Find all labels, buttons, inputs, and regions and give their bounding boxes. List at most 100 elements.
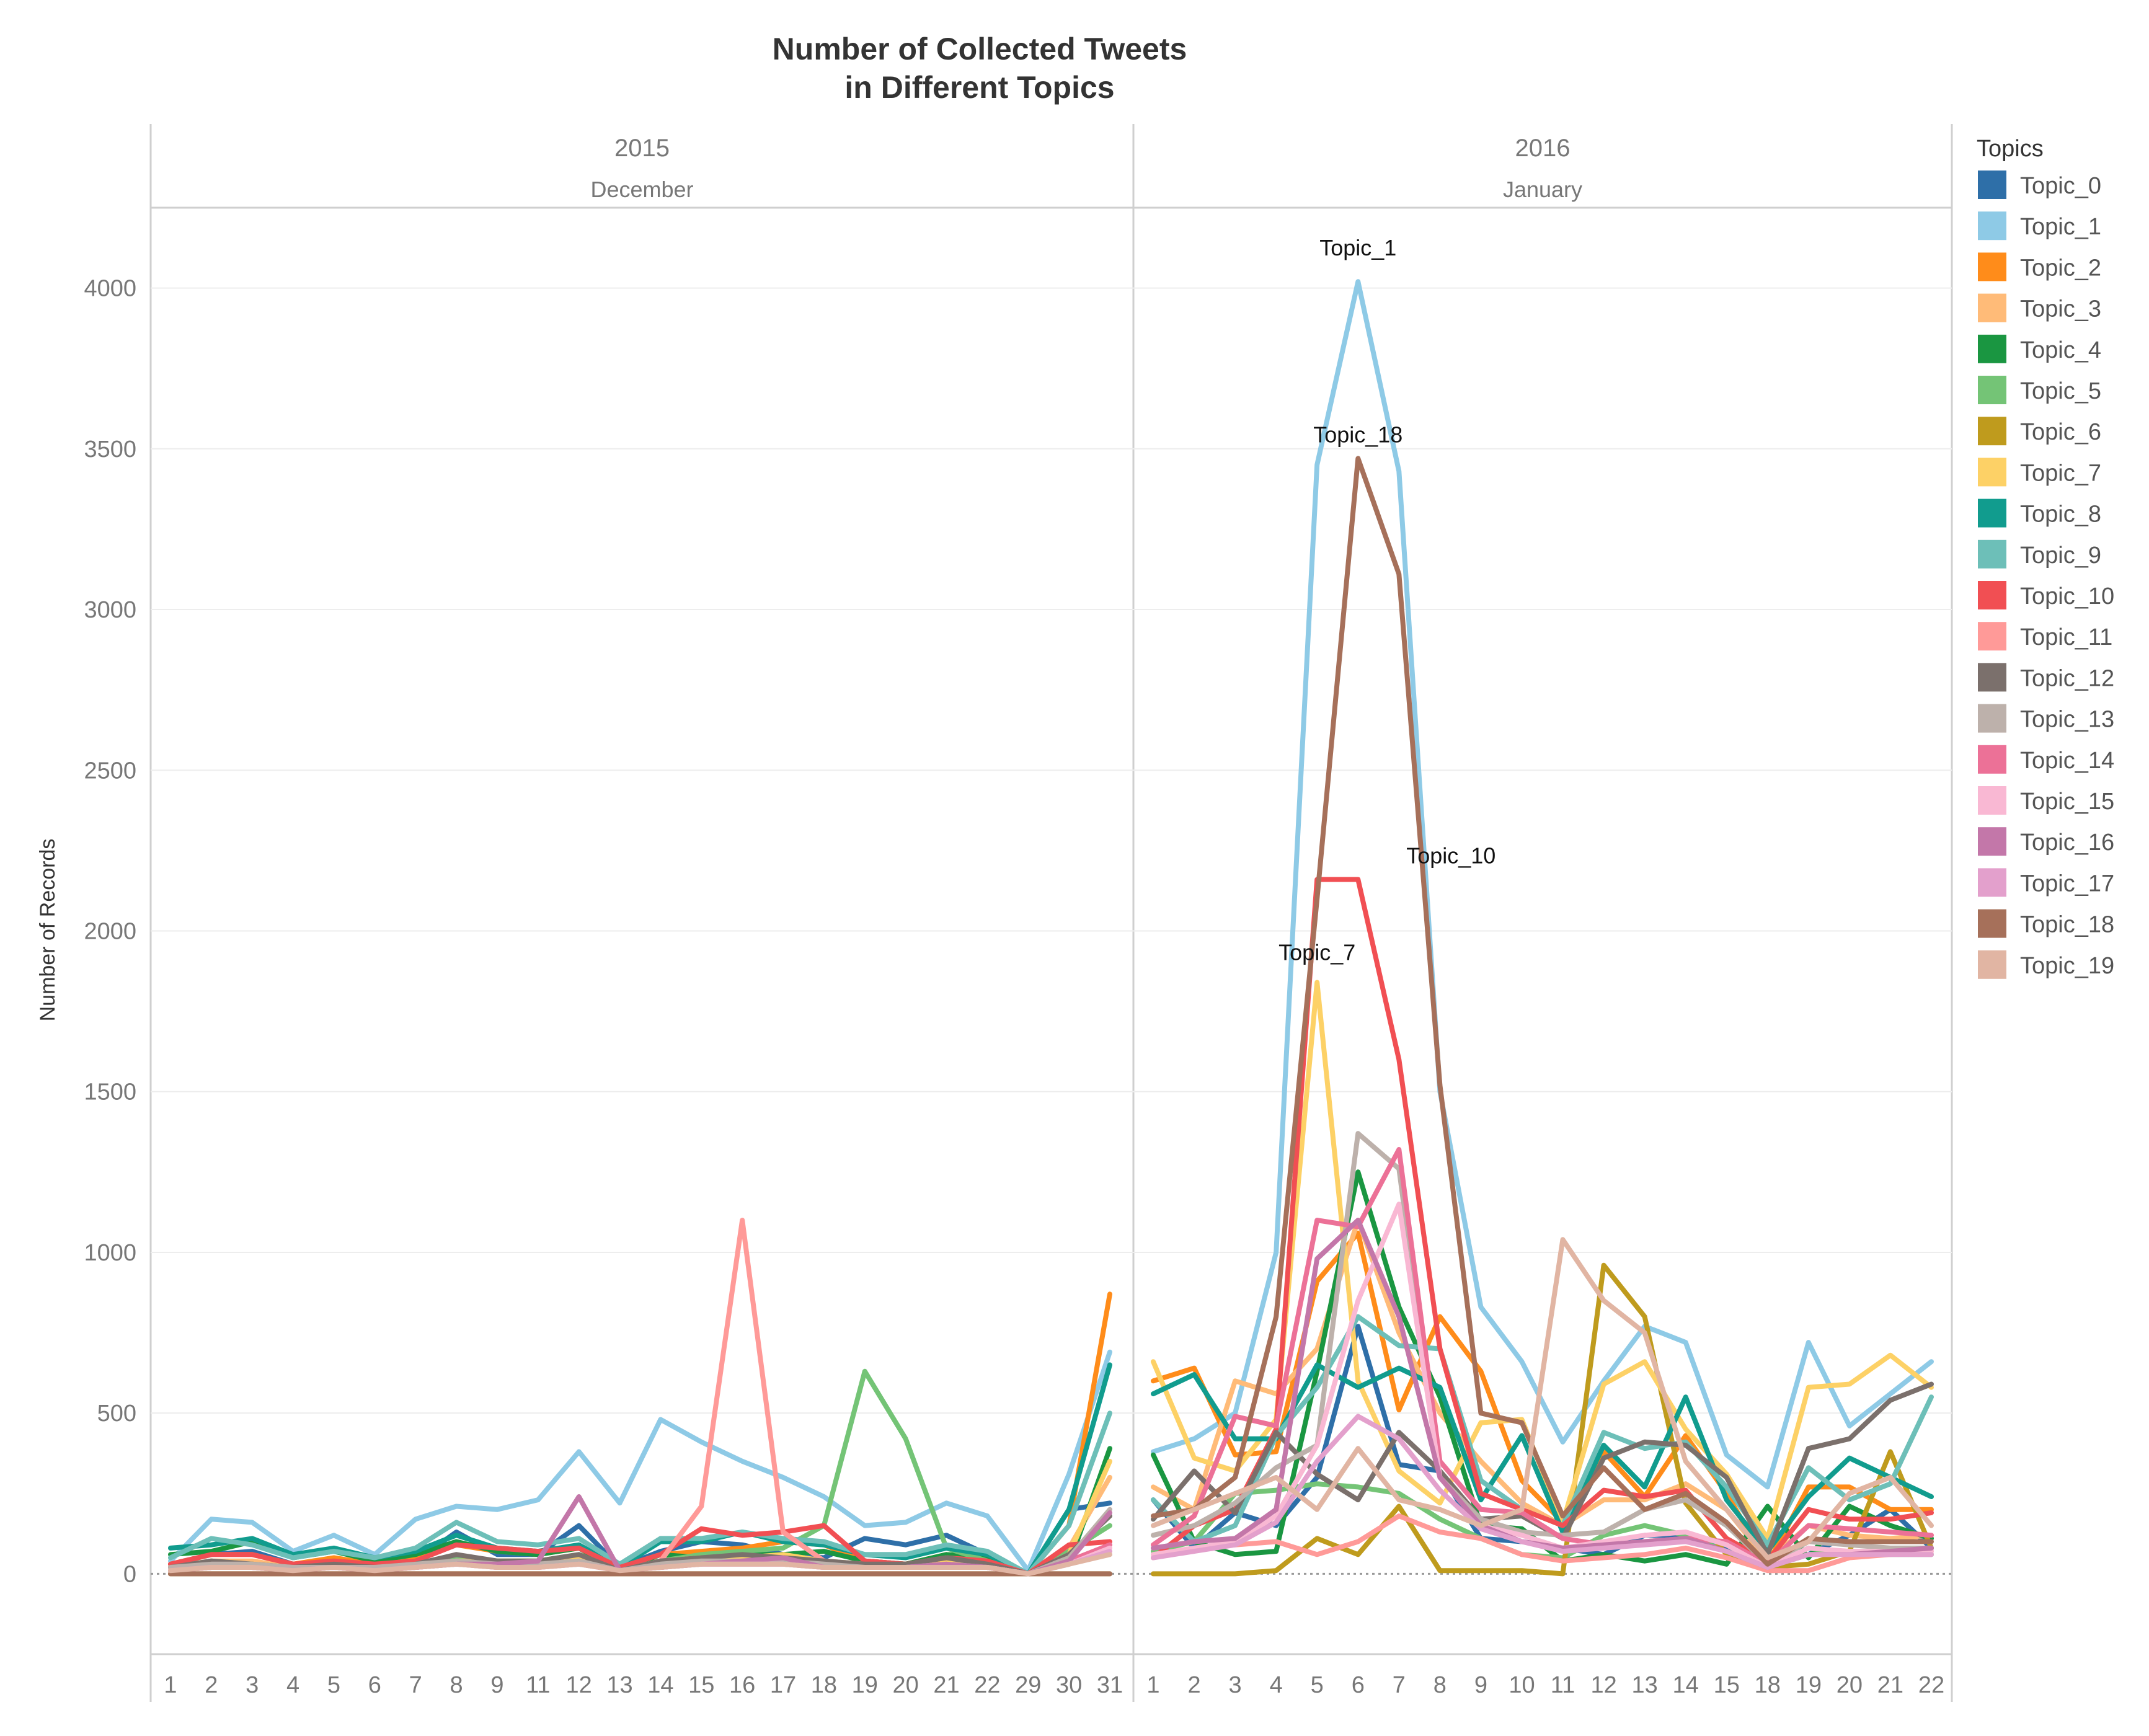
legend-item-topic-9[interactable]: Topic_9 [1978,539,2101,569]
legend-label: Topic_13 [2020,707,2114,733]
legend-swatch [1978,334,2006,363]
panel-headers: 2015 December 2016 January [590,135,1582,202]
legend-swatch [1978,827,2006,856]
legend-item-topic-1[interactable]: Topic_1 [1978,211,2101,241]
legend-swatch [1978,909,2006,938]
legend-item-topic-0[interactable]: Topic_0 [1978,170,2101,199]
legend-swatch [1978,170,2006,199]
legend-swatch [1978,663,2006,692]
x-tick-label: 2 [205,1672,218,1698]
x-tick-label: 4 [1270,1672,1283,1698]
x-tick-label: 4 [286,1672,299,1698]
series-line-topic-11-dec [168,1218,1112,1577]
x-tick-label: 9 [490,1672,503,1698]
x-tick-label: 31 [1097,1672,1123,1698]
legend-swatch [1978,211,2006,241]
legend[interactable]: Topics Topic_0 Topic_1 Topic_2 Topic_3 Topic_… [1977,136,2114,979]
series-line-topic-8-dec [168,1362,1112,1577]
x-tick-label: 20 [1837,1672,1863,1698]
x-tick-label: 15 [1714,1672,1740,1698]
y-tick-label: 2500 [84,758,136,784]
x-tick-label: 8 [450,1672,463,1698]
x-tick-label: 2 [1187,1672,1200,1698]
x-tick-label: 9 [1474,1672,1487,1698]
y-tick-label: 3500 [84,436,136,463]
series-line-topic-11-jan [1151,1513,1934,1574]
x-axis-ticks: 1 2 3 4 5 6 7 8 9 11 12 13 14 15 16 17 18 19 20 21 22 29 30 31 1… [164,1672,1944,1698]
annotation-topic-7: Topic_7 [1278,939,1355,965]
legend-swatch [1978,252,2006,281]
legend-swatch [1978,417,2006,446]
x-tick-label: 6 [368,1672,381,1698]
x-tick-label: 15 [688,1672,714,1698]
annotation-topic-10: Topic_10 [1406,843,1495,869]
series-line-topic-9-dec [168,1410,1112,1577]
legend-swatch [1978,745,2006,774]
x-tick-label: 20 [893,1672,919,1698]
legend-item-topic-7[interactable]: Topic_7 [1978,458,2101,487]
legend-label: Topic_8 [2020,502,2101,528]
y-axis-label: Number of Records [36,839,60,1022]
legend-item-topic-18[interactable]: Topic_18 [1978,909,2114,938]
chart-title-line-1: Number of Collected Tweets [773,32,1187,66]
legend-swatch [1978,950,2006,979]
legend-label: Topic_16 [2020,830,2114,856]
legend-item-topic-14[interactable]: Topic_14 [1978,745,2114,774]
legend-label: Topic_3 [2020,296,2101,322]
legend-item-topic-8[interactable]: Topic_8 [1978,498,2101,528]
legend-item-topic-10[interactable]: Topic_10 [1978,581,2114,609]
x-tick-label: 18 [1755,1672,1781,1698]
series-line-topic-19-dec [168,1552,1112,1577]
x-tick-label: 10 [1509,1672,1535,1698]
series-line-topic-1-jan [1151,279,1934,1490]
legend-item-topic-4[interactable]: Topic_4 [1978,334,2101,363]
y-tick-label: 4000 [84,276,136,302]
x-tick-label: 14 [647,1672,673,1698]
gridlines [151,287,1952,1575]
legend-item-topic-17[interactable]: Topic_17 [1978,868,2114,897]
chart-title-line-2: in Different Topics [844,70,1114,105]
x-tick-label: 7 [409,1672,422,1698]
legend-swatch [1978,704,2006,733]
x-tick-label: 11 [526,1672,550,1698]
legend-item-topic-16[interactable]: Topic_16 [1978,827,2114,856]
legend-label: Topic_18 [2020,912,2114,938]
legend-item-topic-19[interactable]: Topic_19 [1978,950,2114,979]
legend-item-topic-15[interactable]: Topic_15 [1978,786,2114,815]
annotations: Topic_1 Topic_18 Topic_10 Topic_7 [1278,235,1495,965]
x-tick-label: 16 [729,1672,755,1698]
x-tick-label: 21 [1877,1672,1903,1698]
x-tick-label: 18 [811,1672,837,1698]
legend-label: Topic_9 [2020,542,2101,569]
panel-year-2016: 2016 [1515,135,1571,162]
legend-item-topic-13[interactable]: Topic_13 [1978,704,2114,733]
series-line-topic-1-dec [168,1349,1112,1574]
legend-item-topic-5[interactable]: Topic_5 [1978,376,2101,404]
annotation-topic-1: Topic_1 [1319,235,1396,260]
legend-item-topic-3[interactable]: Topic_3 [1978,293,2101,322]
legend-swatch [1978,868,2006,897]
y-tick-label: 2000 [84,919,136,945]
legend-label: Topic_5 [2020,378,2101,404]
x-tick-label: 19 [852,1672,878,1698]
legend-label: Topic_10 [2020,583,2114,609]
y-tick-label: 500 [97,1401,136,1427]
legend-item-topic-6[interactable]: Topic_6 [1978,417,2101,446]
legend-swatch [1978,786,2006,815]
annotation-topic-18: Topic_18 [1313,422,1402,447]
x-tick-label: 8 [1433,1672,1447,1698]
legend-label: Topic_0 [2020,173,2101,199]
series-line-topic-15-jan [1151,1202,1934,1570]
legend-item-topic-2[interactable]: Topic_2 [1978,252,2101,281]
panel-month-january: January [1503,177,1582,202]
series-line-topic-19-jan [1151,1237,1934,1561]
legend-item-topic-11[interactable]: Topic_11 [1978,622,2112,651]
x-tick-label: 1 [1146,1672,1159,1698]
legend-item-topic-12[interactable]: Topic_12 [1978,663,2114,692]
legend-label: Topic_4 [2020,337,2101,363]
series-line-topic-10-jan [1151,877,1934,1564]
legend-label: Topic_17 [2020,870,2114,897]
chart-frame [149,124,1953,1702]
x-tick-label: 6 [1352,1672,1365,1698]
